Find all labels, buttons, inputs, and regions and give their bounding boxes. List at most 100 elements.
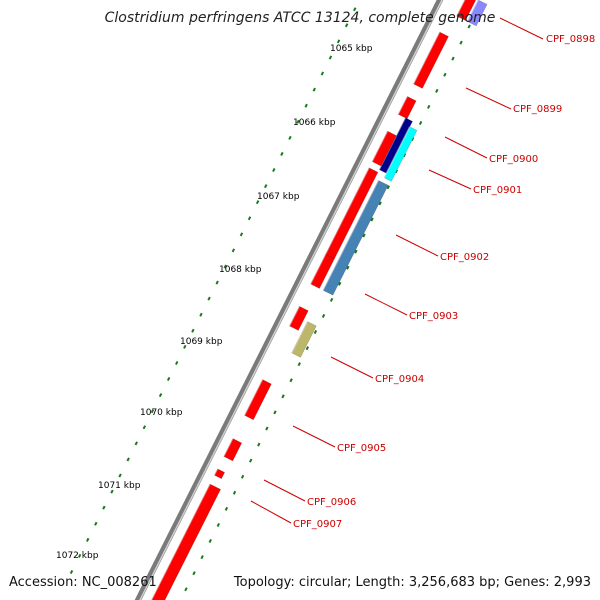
gc-dot	[265, 426, 269, 431]
gene-label: CPF_0905	[337, 443, 386, 454]
gene-0898-block-b-highlight	[466, 0, 479, 22]
gene-0903r-block-highlight	[309, 254, 327, 285]
gc-dot	[77, 553, 82, 558]
gene-0907-block-highlight	[213, 468, 219, 476]
gc-dot	[427, 104, 431, 109]
tick-label: 1067 kbp	[257, 192, 300, 202]
tick-label: 1069 kbp	[180, 337, 223, 347]
gene-0904r-block-highlight	[288, 305, 300, 327]
gc-dot	[344, 23, 349, 28]
gc-dot	[231, 248, 236, 253]
gc-dot	[312, 87, 316, 92]
gc-dot	[328, 55, 333, 60]
gc-dot	[378, 201, 382, 206]
gene-0907b-block-highlight	[150, 483, 211, 600]
gene-0901-block	[383, 126, 418, 182]
gc-track-outer	[69, 7, 357, 574]
gc-dot	[232, 490, 237, 495]
gc-dot	[272, 167, 276, 173]
gc-dot	[240, 474, 245, 479]
gc-dot	[443, 72, 447, 77]
gc-dot	[183, 344, 187, 349]
gene-0898-block-highlight	[455, 0, 466, 17]
gene-0900r-block	[371, 130, 397, 167]
gc-dot	[321, 313, 326, 318]
gc-dot	[110, 489, 114, 494]
gc-dot	[200, 555, 204, 560]
gene-0898-block	[456, 0, 477, 21]
gc-dot	[249, 458, 253, 463]
gc-dot	[215, 280, 219, 285]
gc-dot	[281, 394, 285, 399]
gc-dot	[459, 40, 463, 45]
gene-0901-block-highlight	[383, 126, 411, 179]
gc-dot	[207, 296, 211, 301]
gc-dot	[257, 442, 261, 447]
gene-label: CPF_0903	[409, 311, 458, 322]
gene-0904-block-highlight	[290, 321, 308, 354]
gene-0898-block-b	[466, 0, 488, 27]
genome-summary-text: Topology: circular; Length: 3,256,683 bp…	[233, 575, 591, 590]
gene-0903r-block	[310, 254, 335, 289]
gene-0904r-block	[288, 305, 309, 331]
map-title: Clostridium perfringens ATCC 13124, comp…	[104, 10, 496, 26]
tick-label: 1065 kbp	[330, 44, 373, 54]
gene-label: CPF_0899	[513, 104, 562, 115]
gene-0906-block	[223, 438, 243, 462]
gc-dot	[280, 151, 284, 156]
gc-dot	[435, 88, 439, 93]
gc-dot	[289, 378, 293, 383]
gc-dot	[370, 217, 374, 222]
gc-dot	[184, 587, 188, 592]
gc-dot	[150, 409, 155, 414]
tick-labels: 1065 kbp 1066 kbp 1067 kbp 1068 kbp 1069…	[56, 44, 373, 561]
gc-dot	[304, 103, 308, 108]
gc-dot	[386, 185, 390, 190]
gene-0899-block-highlight	[412, 31, 441, 85]
gene-0907b-block	[151, 483, 221, 600]
gc-dot	[102, 505, 106, 510]
gc-dot	[313, 329, 318, 335]
gc-dot	[273, 410, 277, 415]
gc-dot	[118, 473, 122, 478]
tick-label: 1068 kbp	[219, 265, 262, 275]
tick-label: 1071 kbp	[98, 481, 141, 491]
gc-dot	[320, 71, 325, 76]
gc-dot	[126, 457, 130, 462]
gc-dot	[191, 328, 195, 333]
gene-label: CPF_0900	[489, 154, 538, 165]
gene-0902-block	[322, 179, 389, 296]
gc-dot	[329, 297, 334, 302]
gc-dot	[451, 56, 455, 61]
tick-label: 1072 kbp	[56, 551, 99, 561]
gene-0907-block	[213, 468, 226, 480]
gc-dot	[134, 441, 138, 446]
gene-label: CPF_0907	[293, 519, 342, 530]
gc-dot	[264, 184, 268, 189]
gc-dot	[158, 393, 163, 398]
gene-0902r-block-highlight	[324, 167, 370, 255]
gc-dot	[353, 7, 357, 12]
gene-0906-block-highlight	[223, 438, 234, 457]
gc-dot	[354, 249, 358, 254]
gc-dot	[239, 232, 244, 237]
gc-dot	[336, 39, 341, 44]
gene-label: CPF_0898	[546, 34, 595, 45]
gene-features	[150, 0, 488, 600]
tick-label: 1066 kbp	[293, 118, 336, 128]
gene-0902-block-highlight	[322, 180, 379, 291]
gc-dot	[223, 264, 227, 269]
gene-0899-block	[413, 31, 449, 89]
gene-0900r-block-highlight	[371, 130, 389, 162]
tick-label: 1070 kbp	[140, 408, 183, 418]
gene-label: CPF_0901	[473, 185, 522, 196]
gc-dot	[305, 346, 310, 351]
gc-dot	[346, 265, 350, 270]
gc-dot	[142, 425, 147, 430]
gc-dot	[467, 24, 471, 29]
gc-dot	[247, 216, 252, 221]
gc-dot	[362, 233, 366, 238]
gene-0899b-block-highlight	[397, 96, 408, 115]
